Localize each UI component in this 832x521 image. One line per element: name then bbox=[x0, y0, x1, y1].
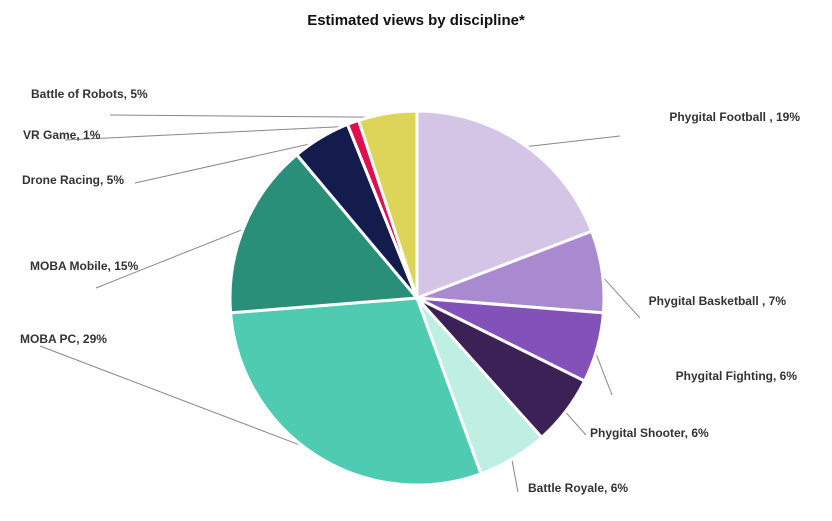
slice-label: Phygital Football , 19% bbox=[669, 110, 800, 124]
leader-line bbox=[597, 271, 641, 319]
pie-slice-moba-pc bbox=[228, 296, 483, 487]
leader-line bbox=[562, 408, 587, 436]
slice-label: VR Game, 1% bbox=[23, 128, 101, 142]
slice-label: MOBA Mobile, 15% bbox=[30, 259, 139, 273]
leader-line bbox=[39, 345, 319, 453]
slice-label: Battle Royale, 6% bbox=[528, 481, 628, 495]
leader-line bbox=[134, 140, 324, 184]
slice-label: Phygital Fighting, 6% bbox=[676, 369, 798, 383]
slice-label: Battle of Robots, 5% bbox=[31, 87, 148, 101]
chart-title: Estimated views by discipline* bbox=[307, 12, 525, 29]
leader-line bbox=[510, 454, 519, 493]
pie-slice-moba-mobile bbox=[228, 152, 421, 315]
slice-label: Phygital Basketball , 7% bbox=[649, 294, 787, 308]
pie-slice-battle-of-robots bbox=[356, 109, 419, 299]
leader-line bbox=[520, 135, 621, 148]
slice-label: MOBA PC, 29% bbox=[20, 332, 107, 346]
slice-label: Drone Racing, 5% bbox=[22, 173, 124, 187]
pie-slice-phygital-football bbox=[415, 109, 594, 301]
slice-label: Phygital Shooter, 6% bbox=[590, 426, 709, 440]
leader-line bbox=[109, 114, 389, 118]
leader-line bbox=[64, 125, 355, 141]
leader-line bbox=[95, 226, 249, 289]
